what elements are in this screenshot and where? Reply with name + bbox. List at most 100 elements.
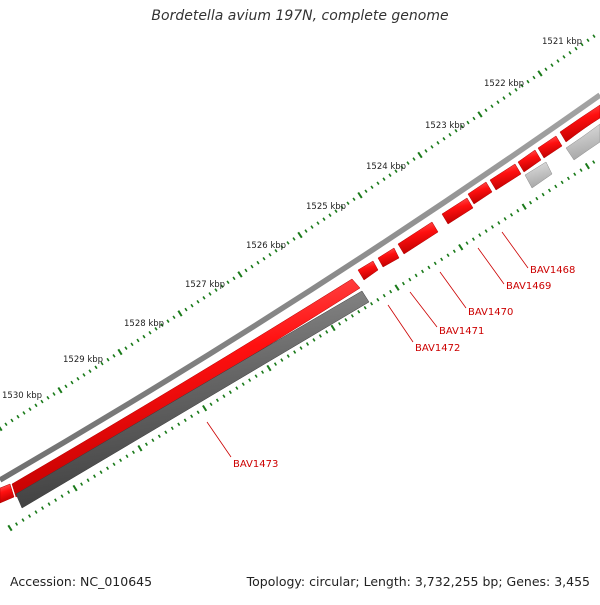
scale-ruler-tick	[508, 92, 512, 96]
inner-ruler-tick	[478, 233, 482, 237]
inner-ruler-tick	[305, 342, 310, 346]
scale-ruler-tick	[136, 338, 140, 343]
gene-arrow-bav1471[interactable]	[377, 247, 400, 268]
scale-ruler-tick	[124, 346, 128, 350]
inner-ruler-tick	[266, 364, 272, 372]
inner-ruler-tick	[528, 200, 533, 205]
inner-ruler-tick	[47, 502, 51, 506]
inner-ruler-tick	[215, 398, 219, 403]
scale-ruler-tick	[304, 229, 308, 233]
gene-label-bav1470[interactable]: BAV1470	[468, 307, 513, 318]
scale-ruler-tick	[417, 151, 423, 159]
gene-label-bav1471[interactable]: BAV1471	[439, 326, 484, 337]
scale-ruler-tick	[286, 241, 290, 245]
inner-ruler-tick	[357, 309, 361, 314]
scale-ruler-tick	[148, 330, 152, 335]
scale-ruler-tick	[166, 319, 170, 323]
scale-label-1525: 1525 kbp	[306, 202, 346, 212]
gene-label-bav1473[interactable]: BAV1473	[233, 459, 278, 470]
scale-ruler-tick	[334, 209, 338, 213]
inner-ruler-tick	[72, 484, 78, 492]
scale-ruler-tick	[406, 161, 410, 165]
inner-ruler-tick	[202, 404, 208, 412]
gene-arrow-bav1470[interactable]	[397, 221, 439, 255]
scale-ruler-tick	[430, 145, 434, 149]
gene-arrow-reverse-2[interactable]	[524, 161, 553, 189]
inner-ruler-tick	[516, 208, 520, 213]
gene-arrow-bav1473[interactable]	[15, 290, 370, 509]
scale-ruler-tick	[514, 88, 518, 92]
gene-arrow-bav1468[interactable]	[467, 181, 493, 205]
accession-text: Accession: NC_010645	[10, 574, 153, 589]
scale-ruler-tick	[34, 403, 38, 408]
scale-ruler-tick	[424, 149, 428, 153]
scale-ruler-tick	[76, 376, 80, 381]
scale-ruler-tick	[4, 422, 8, 427]
scale-label-1526: 1526 kbp	[246, 241, 286, 251]
gene-label-bav1468[interactable]: BAV1468	[530, 265, 575, 276]
gene-arrow-left-fragment[interactable]	[0, 483, 15, 504]
inner-ruler-tick	[584, 162, 590, 170]
scale-ruler-tick	[106, 357, 110, 362]
scale-ruler-tick	[580, 42, 584, 47]
inner-ruler-tick	[222, 394, 226, 399]
scale-ruler-tick	[262, 256, 266, 261]
gene-arrow-bav1472[interactable]	[357, 260, 379, 281]
inner-ruler-tick	[273, 362, 277, 366]
inner-ruler-tick	[190, 414, 194, 419]
inner-ruler-tick	[125, 454, 129, 459]
inner-ruler-tick	[15, 522, 19, 526]
leader-line-bav1472	[387, 304, 414, 343]
inner-ruler-tick	[433, 261, 437, 266]
scale-ruler-tick	[292, 237, 296, 241]
gene-label-bav1469[interactable]: BAV1469	[506, 281, 551, 292]
gene-arrow-forward-10[interactable]	[559, 104, 600, 143]
gene-arrow-bav1469[interactable]	[441, 197, 474, 225]
scale-ruler-tick	[70, 380, 74, 385]
scale-ruler-tick	[40, 399, 44, 404]
scale-ruler-tick	[556, 59, 560, 63]
inner-ruler-tick	[293, 350, 297, 354]
inner-ruler-tick	[554, 184, 558, 189]
inner-ruler-tick	[280, 358, 284, 362]
leader-line-bav1471	[409, 291, 438, 328]
gene-arrow-forward-9[interactable]	[537, 135, 563, 159]
scale-ruler-tick	[214, 288, 218, 292]
gene-label-bav1472[interactable]: BAV1472	[415, 343, 460, 354]
gene-arrow-reverse-3[interactable]	[565, 123, 600, 161]
gene-arrow-forward-7[interactable]	[489, 163, 522, 191]
scale-ruler-tick	[142, 334, 146, 339]
inner-ruler-tick	[170, 426, 174, 431]
scale-ruler-tick	[454, 128, 458, 133]
scale-ruler-tick	[268, 252, 272, 257]
scale-ruler-tick	[0, 426, 3, 432]
scale-ruler-tick	[592, 34, 596, 38]
scale-ruler-tick	[112, 354, 116, 358]
scale-ruler-tick	[297, 231, 303, 239]
inner-ruler-tick	[547, 188, 552, 193]
gene-labels: BAV1468 BAV1469 BAV1470 BAV1471 BAV1472 …	[206, 231, 575, 470]
scale-ruler-tick	[220, 284, 224, 288]
inner-ruler-tick	[312, 338, 316, 342]
inner-ruler-tick	[394, 284, 400, 291]
inner-ruler-tick	[119, 458, 123, 463]
scale-ruler-tick	[340, 205, 344, 209]
scale-ruler-tick	[52, 392, 56, 396]
page-title: Bordetella avium 197N, complete genome	[151, 8, 449, 24]
inner-ruler-tick	[86, 478, 90, 482]
inner-scale-ruler	[7, 160, 596, 532]
inner-ruler-tick	[350, 314, 354, 318]
scale-ruler-tick	[394, 169, 398, 173]
scale-ruler-tick	[22, 411, 26, 415]
scale-ruler-tick	[274, 249, 278, 253]
inner-ruler-tick	[541, 192, 545, 197]
leader-line-bav1468	[501, 231, 529, 269]
inner-ruler-tick	[382, 293, 386, 298]
scale-ruler-tick	[352, 197, 356, 201]
gene-arrow-forward-8[interactable]	[517, 149, 542, 173]
scale-ruler-tick	[412, 157, 416, 161]
inner-ruler-tick	[235, 386, 239, 390]
gene-arrow-bav1473-forward[interactable]	[11, 278, 361, 498]
inner-ruler-tick	[330, 324, 336, 332]
